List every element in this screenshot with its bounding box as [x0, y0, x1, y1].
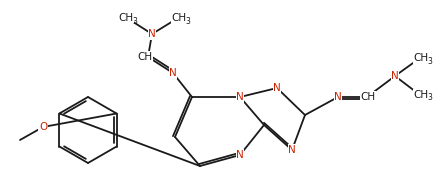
Text: N: N [288, 145, 296, 155]
Text: O: O [39, 122, 47, 132]
Text: N: N [236, 150, 244, 160]
Text: N: N [236, 92, 244, 102]
Text: 3: 3 [428, 93, 432, 102]
Text: N: N [273, 83, 281, 93]
Text: N: N [334, 92, 342, 102]
Text: 3: 3 [186, 17, 190, 26]
Text: CH: CH [360, 92, 375, 102]
Text: N: N [148, 29, 156, 39]
Text: CH: CH [118, 13, 134, 23]
Text: 3: 3 [133, 17, 137, 26]
Text: 3: 3 [428, 56, 432, 66]
Text: N: N [169, 68, 177, 78]
Text: CH: CH [413, 90, 429, 100]
Text: N: N [391, 71, 399, 81]
Text: CH: CH [172, 13, 186, 23]
Text: CH: CH [137, 52, 152, 62]
Text: CH: CH [413, 53, 429, 63]
